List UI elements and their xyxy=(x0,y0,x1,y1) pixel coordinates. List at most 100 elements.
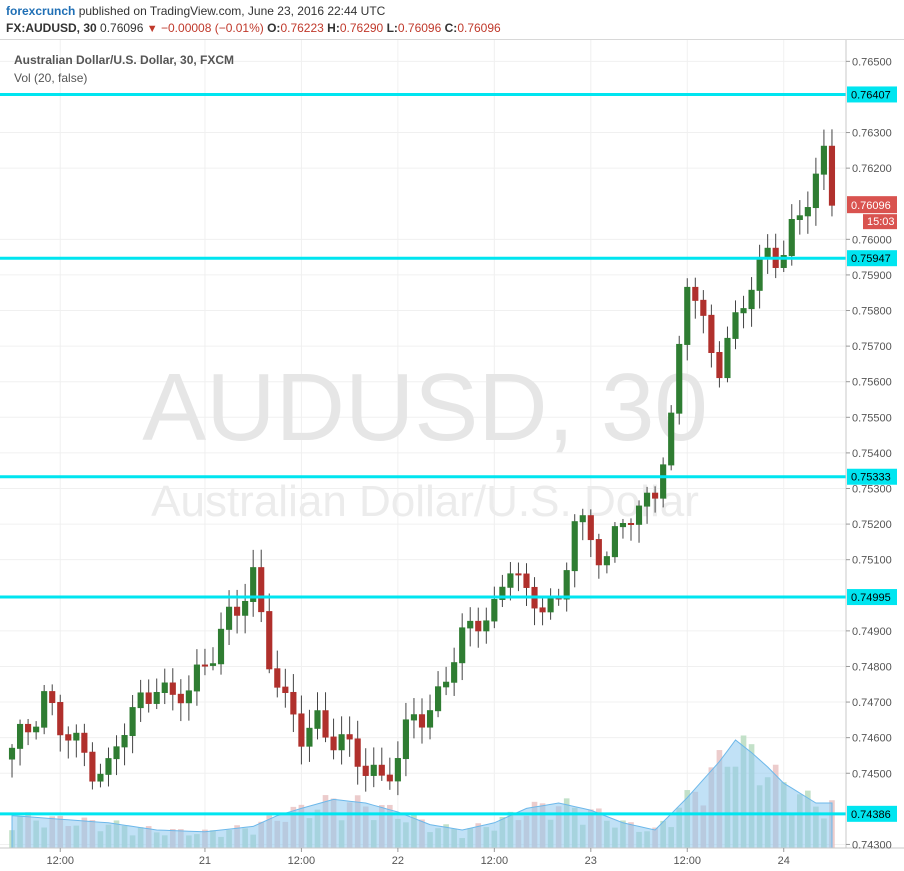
candle-body xyxy=(161,682,168,693)
price-tick-label: 0.75200 xyxy=(852,519,892,531)
countdown-label: 15:03 xyxy=(867,216,895,228)
candle-body xyxy=(443,681,450,688)
candle-body xyxy=(73,732,80,741)
candle-body xyxy=(410,714,418,721)
candle-body xyxy=(507,573,514,588)
time-tick-label: 12:00 xyxy=(46,855,74,867)
price-tick-label: 0.74700 xyxy=(852,697,892,709)
high-label: H: xyxy=(327,21,340,35)
level-price-tag xyxy=(847,250,897,267)
candle-body xyxy=(370,764,377,776)
candle-body xyxy=(25,723,32,733)
candle-body xyxy=(740,308,747,314)
candle-body xyxy=(652,492,659,499)
author-link[interactable]: forexcrunch xyxy=(6,4,76,18)
price-axis[interactable]: 0.76500 0.76300 0.76200 0.76000 0.75900 0.758… xyxy=(846,56,892,851)
candle-body xyxy=(16,723,24,749)
time-tick-label: 23 xyxy=(585,855,597,867)
candle-body xyxy=(193,664,200,692)
watermark-description: Australian Dollar/U.S. Dollar xyxy=(151,477,699,526)
time-tick-label: 22 xyxy=(392,855,404,867)
candle-body xyxy=(322,710,329,738)
candle-body xyxy=(298,713,305,747)
price-tick-label: 0.76200 xyxy=(852,163,892,175)
candle-body xyxy=(426,710,434,728)
candle-body xyxy=(113,746,120,760)
candle-body xyxy=(145,692,152,704)
candle-body xyxy=(290,691,297,715)
price-tick-label: 0.76300 xyxy=(852,128,892,140)
candle-body xyxy=(8,747,16,760)
close-label: C: xyxy=(444,21,458,35)
candle-body xyxy=(587,515,594,541)
candle-body xyxy=(644,492,651,507)
price-tick-label: 0.75600 xyxy=(852,377,892,389)
candle-body xyxy=(418,714,426,728)
candle-body xyxy=(314,710,321,729)
candle-body xyxy=(611,526,618,558)
candle-body xyxy=(338,734,345,751)
time-tick-label: 12:00 xyxy=(288,855,316,867)
candle-body xyxy=(185,690,192,704)
candle-body xyxy=(330,736,337,751)
price-tick-label: 0.74600 xyxy=(852,733,892,745)
candle-body xyxy=(724,337,731,379)
candle-body xyxy=(306,727,313,747)
candle-body xyxy=(619,523,627,528)
candle-body xyxy=(563,570,570,600)
candle-body xyxy=(434,686,442,712)
candle-body xyxy=(635,505,643,525)
down-arrow-icon: ▼ xyxy=(146,23,158,35)
horizontal-levels[interactable] xyxy=(0,92,846,816)
candle-body xyxy=(812,173,819,209)
candle-body xyxy=(129,707,136,737)
price-tick-label: 0.74800 xyxy=(852,661,892,673)
candle-body xyxy=(451,662,458,683)
candle-body xyxy=(467,620,474,629)
level-price-tag xyxy=(847,86,897,103)
candle-body xyxy=(89,751,96,782)
publish-text: published on TradingView.com, June 23, 2… xyxy=(78,4,386,18)
time-axis[interactable]: 12:00 21 12:00 22 12:00 23 12:00 24 xyxy=(46,848,790,867)
candle-body xyxy=(41,691,48,728)
candle-body xyxy=(708,314,715,353)
candle-body xyxy=(97,773,104,782)
last-price-tag xyxy=(847,196,897,214)
symbol-label[interactable]: FX:AUDUSD, 30 xyxy=(6,21,97,35)
candle-body xyxy=(33,726,40,733)
candle-body xyxy=(660,464,667,499)
candle-body xyxy=(402,719,409,760)
candle-body xyxy=(515,573,522,576)
candle-body xyxy=(49,691,56,704)
candle-body xyxy=(242,600,249,616)
level-price-label: 0.74995 xyxy=(851,592,891,604)
level-price-tag xyxy=(847,805,897,822)
candle-body xyxy=(121,735,128,748)
price-tick-label: 0.74300 xyxy=(852,839,892,851)
open-label: O: xyxy=(267,21,281,35)
level-price-label: 0.74386 xyxy=(851,809,891,821)
candle-body xyxy=(250,567,257,602)
price-tick-label: 0.75100 xyxy=(852,555,892,567)
time-tick-label: 21 xyxy=(199,855,211,867)
time-tick-label: 12:00 xyxy=(674,855,702,867)
level-price-tag xyxy=(847,589,897,606)
candle-body xyxy=(756,257,763,291)
candle-body xyxy=(732,312,739,339)
candle-body xyxy=(137,692,144,709)
candle-body xyxy=(804,207,811,217)
price-tick-label: 0.76000 xyxy=(852,234,892,246)
candle-body xyxy=(209,663,217,666)
price-tick-label: 0.75400 xyxy=(852,448,892,460)
candle-body xyxy=(153,691,160,704)
price-chart[interactable]: AUDUSD, 30 Australian Dollar/U.S. Dollar… xyxy=(0,40,904,871)
candle-body xyxy=(603,556,610,566)
candle-body xyxy=(459,627,466,664)
close-value: 0.76096 xyxy=(457,21,501,35)
candle-body xyxy=(346,734,353,740)
low-value: 0.76096 xyxy=(397,21,442,35)
candle-body xyxy=(483,620,490,632)
candle-body xyxy=(796,215,803,220)
candle-body xyxy=(234,606,241,616)
watermark-symbol: AUDUSD, 30 xyxy=(142,354,708,461)
